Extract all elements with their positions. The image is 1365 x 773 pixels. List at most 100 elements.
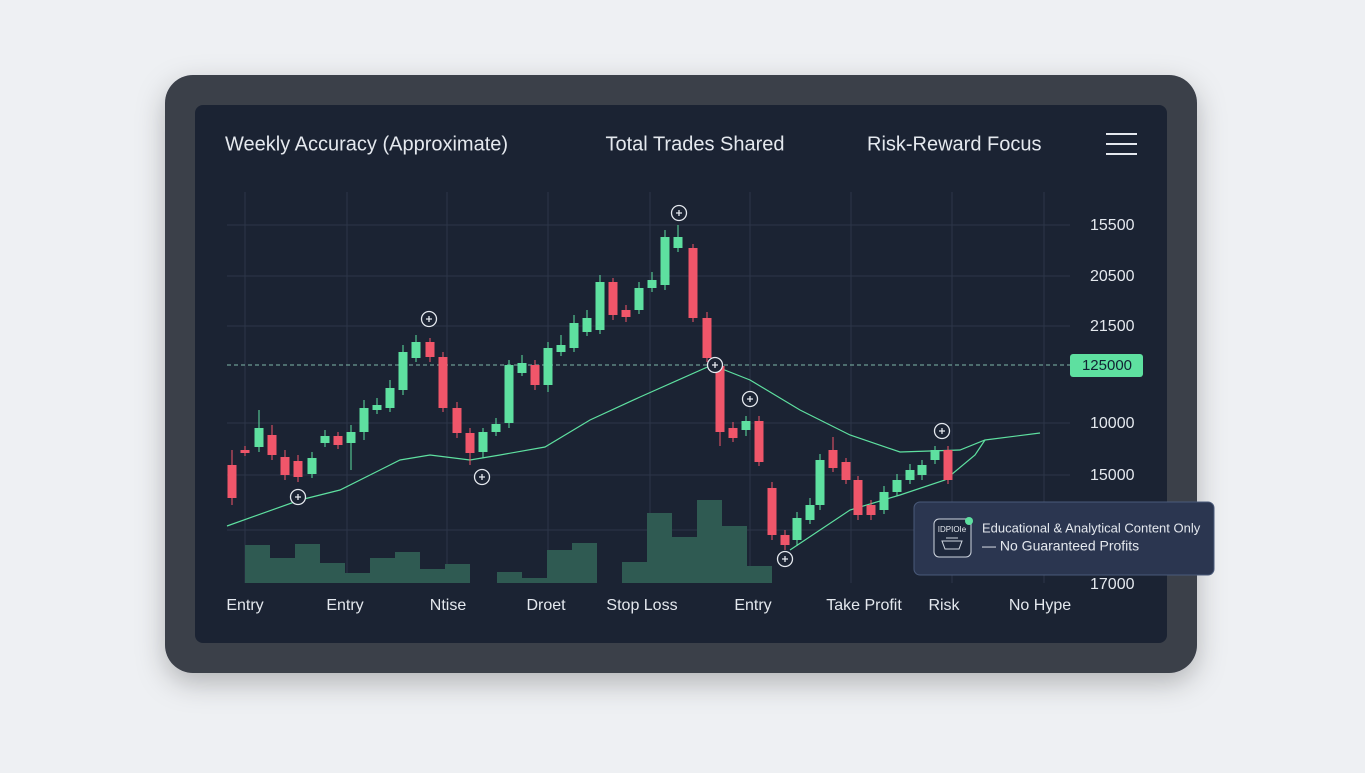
marker-glyph xyxy=(747,396,753,402)
candle-body xyxy=(491,424,501,432)
moving-average xyxy=(226,364,1041,527)
volume-bar xyxy=(647,513,672,583)
candle-body xyxy=(478,432,488,452)
candle-body xyxy=(943,450,953,480)
menu-bar xyxy=(1106,153,1137,155)
trend-line xyxy=(789,439,986,551)
tab[interactable]: Total Trades Shared xyxy=(606,133,785,155)
candle-body xyxy=(673,237,683,248)
candle-body xyxy=(879,492,889,510)
candle-body xyxy=(595,282,605,330)
candle-body xyxy=(320,436,330,443)
menu-button[interactable] xyxy=(1106,133,1137,155)
volume xyxy=(245,500,772,583)
volume-bar xyxy=(445,564,470,583)
x-label: Entry xyxy=(226,597,263,614)
x-label: Droet xyxy=(526,597,566,614)
candle-body xyxy=(647,280,657,288)
candle-body xyxy=(841,462,851,480)
notice-icon-text: IDPIOIe xyxy=(938,525,967,534)
tab[interactable]: Weekly Accuracy (Approximate) xyxy=(225,133,508,155)
candle-body xyxy=(715,366,725,432)
notice-line: Educational & Analytical Content Only xyxy=(982,520,1201,535)
candle-body xyxy=(853,480,863,515)
y-label: 15500 xyxy=(1090,217,1135,234)
volume-bar xyxy=(420,569,445,583)
price-tag-bg xyxy=(1070,354,1143,377)
marker-glyph xyxy=(479,474,485,480)
candle-body xyxy=(805,505,815,520)
marker-glyph xyxy=(676,210,682,216)
candle-body xyxy=(504,365,514,423)
markers xyxy=(289,204,951,568)
x-label: Risk xyxy=(928,597,960,614)
candle-body xyxy=(530,365,540,385)
candle-body xyxy=(438,357,448,408)
candle-body xyxy=(780,535,790,545)
candle-body xyxy=(398,352,408,390)
candle-body xyxy=(517,363,527,373)
candle-body xyxy=(660,237,670,285)
volume-bar xyxy=(320,563,345,583)
volume-bar xyxy=(622,562,647,583)
volume-bar xyxy=(497,572,522,583)
volume-bar xyxy=(522,578,547,583)
candle-body xyxy=(917,465,927,475)
volume-bar xyxy=(697,500,722,583)
candle-body xyxy=(582,318,592,332)
candle-body xyxy=(754,421,764,462)
notice-icon-glyph xyxy=(941,537,963,550)
averages xyxy=(226,364,1041,551)
candle-body xyxy=(702,318,712,358)
y-label: 21500 xyxy=(1090,318,1135,335)
marker-glyph xyxy=(939,428,945,434)
candle-body xyxy=(227,465,237,498)
y-label: 15000 xyxy=(1090,467,1135,484)
candle-body xyxy=(866,505,876,515)
volume-bar xyxy=(270,558,295,583)
candle-body xyxy=(905,470,915,480)
candle-body xyxy=(280,457,290,475)
candle-body xyxy=(333,436,343,445)
notice-dot xyxy=(965,517,973,525)
candle-body xyxy=(892,480,902,492)
candle-body xyxy=(767,488,777,535)
x-label: Entry xyxy=(734,597,771,614)
candle-body xyxy=(728,428,738,438)
notice-line: — No Guaranteed Profits xyxy=(982,538,1139,554)
volume-bar xyxy=(572,543,597,583)
candle-body xyxy=(452,408,462,433)
marker-glyph xyxy=(426,316,432,322)
notice-box xyxy=(913,501,1215,576)
candle-body xyxy=(346,432,356,443)
candle-body xyxy=(741,421,751,430)
candle-body xyxy=(372,405,382,410)
candle-body xyxy=(240,450,250,453)
x-label: Stop Loss xyxy=(606,597,677,614)
candle-body xyxy=(634,288,644,310)
candle-body xyxy=(254,428,264,447)
candle-body xyxy=(792,518,802,540)
volume-bar xyxy=(295,544,320,583)
marker-glyph xyxy=(782,556,788,562)
candle-body xyxy=(621,310,631,317)
candle-body xyxy=(425,342,435,357)
menu-bar xyxy=(1106,133,1137,135)
y-label: 10000 xyxy=(1090,415,1135,432)
candle-body xyxy=(293,461,303,477)
candle-body xyxy=(815,460,825,505)
candle-body xyxy=(608,282,618,315)
marker-glyph xyxy=(712,362,718,368)
volume-bar xyxy=(370,558,395,583)
volume-bar xyxy=(345,573,370,583)
candle-body xyxy=(556,345,566,352)
volume-bar xyxy=(395,552,420,583)
tab[interactable]: Risk-Reward Focus xyxy=(867,133,1041,155)
candle-body xyxy=(828,450,838,468)
notice: IDPIOIe Educational & Analytical Content… xyxy=(913,501,1215,576)
candle-body xyxy=(359,408,369,432)
candle-body xyxy=(465,433,475,453)
volume-bar xyxy=(722,526,747,583)
x-label: Take Profit xyxy=(826,597,902,614)
